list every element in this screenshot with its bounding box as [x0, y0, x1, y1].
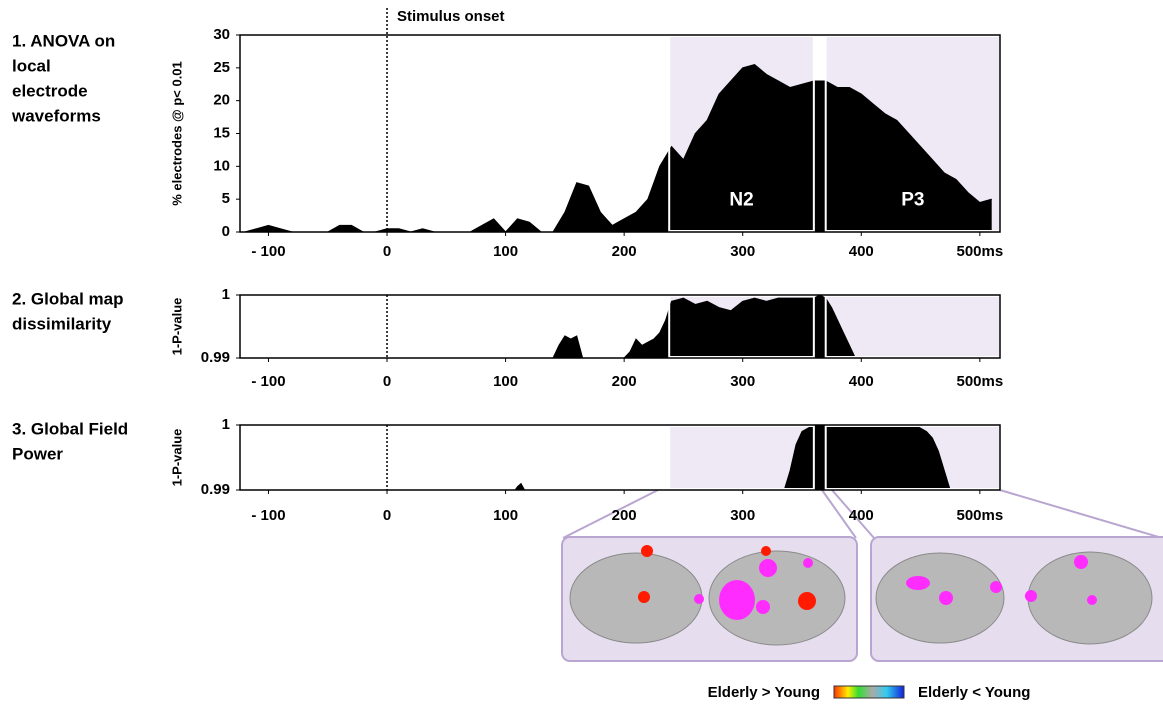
- brains: [569, 550, 1153, 646]
- colorbar-right-label: Elderly < Young: [918, 684, 1030, 701]
- x-tick-label: 500ms: [956, 507, 1003, 524]
- time-window-outline: [668, 295, 815, 358]
- y-axis-label: 1-P-value: [169, 429, 184, 487]
- x-tick-label: 100: [493, 373, 518, 390]
- y-tick-label: 1: [222, 416, 230, 433]
- y-axis-label: 1-P-value: [169, 298, 184, 356]
- y-tick-label: 10: [213, 157, 230, 174]
- x-tick-label: - 100: [251, 373, 285, 390]
- y-tick-label: 0: [222, 223, 230, 240]
- panel-label: electrode: [12, 81, 88, 100]
- window-label: N2: [729, 189, 753, 210]
- y-tick-label: 15: [213, 124, 230, 141]
- connector: [821, 489, 857, 539]
- y-tick-label: 0.99: [201, 349, 230, 366]
- colorbar-left-label: Elderly > Young: [708, 684, 820, 701]
- x-tick-label: 400: [849, 243, 874, 260]
- panel-label: Power: [12, 444, 63, 463]
- time-window: [825, 295, 1000, 358]
- x-tick-label: 0: [383, 373, 391, 390]
- y-tick-label: 1: [222, 286, 230, 303]
- x-tick-label: 400: [849, 507, 874, 524]
- y-tick-label: 0.99: [201, 481, 230, 498]
- x-tick-label: 200: [612, 507, 637, 524]
- x-tick-label: 0: [383, 507, 391, 524]
- time-window-outline: [668, 35, 815, 232]
- x-tick-label: 300: [730, 507, 755, 524]
- connector: [562, 489, 659, 539]
- x-tick-label: - 100: [251, 243, 285, 260]
- plot-frame: [239, 424, 1001, 491]
- y-axis-label: % electrodes @ p< 0.01: [169, 61, 184, 206]
- area-fill: [515, 425, 951, 490]
- x-tick-label: 400: [849, 373, 874, 390]
- x-tick-label: 200: [612, 243, 637, 260]
- x-tick-label: 300: [730, 373, 755, 390]
- time-window-outline: [668, 425, 815, 490]
- x-tick-label: 500ms: [956, 243, 1003, 260]
- area-fill: [244, 64, 992, 232]
- brain-insets: [561, 489, 1163, 662]
- panel-label: dissimilarity: [12, 314, 112, 333]
- onset-annotation: Stimulus onset: [397, 8, 505, 25]
- area-fill: [553, 295, 856, 358]
- panel-label: waveforms: [11, 106, 101, 125]
- x-tick-label: - 100: [251, 507, 285, 524]
- y-tick-label: 30: [213, 26, 230, 43]
- plot-frame: [239, 294, 1001, 359]
- colorbar: [833, 685, 905, 699]
- panel-label: 2. Global map: [12, 289, 123, 308]
- x-tick-label: 0: [383, 243, 391, 260]
- panel-label: local: [12, 56, 51, 75]
- panel-label: 1. ANOVA on: [12, 31, 115, 50]
- x-tick-label: 100: [493, 507, 518, 524]
- window-label: P3: [901, 189, 924, 210]
- x-tick-label: 200: [612, 373, 637, 390]
- x-tick-label: 500ms: [956, 373, 1003, 390]
- y-tick-label: 20: [213, 92, 230, 109]
- activation-blobs: [638, 545, 1097, 620]
- panel-label: 3. Global Field: [12, 419, 128, 438]
- connector: [999, 489, 1163, 539]
- x-tick-label: 100: [493, 243, 518, 260]
- x-tick-label: 300: [730, 243, 755, 260]
- connector: [831, 489, 875, 539]
- y-tick-label: 5: [222, 190, 230, 207]
- y-tick-label: 25: [213, 59, 230, 76]
